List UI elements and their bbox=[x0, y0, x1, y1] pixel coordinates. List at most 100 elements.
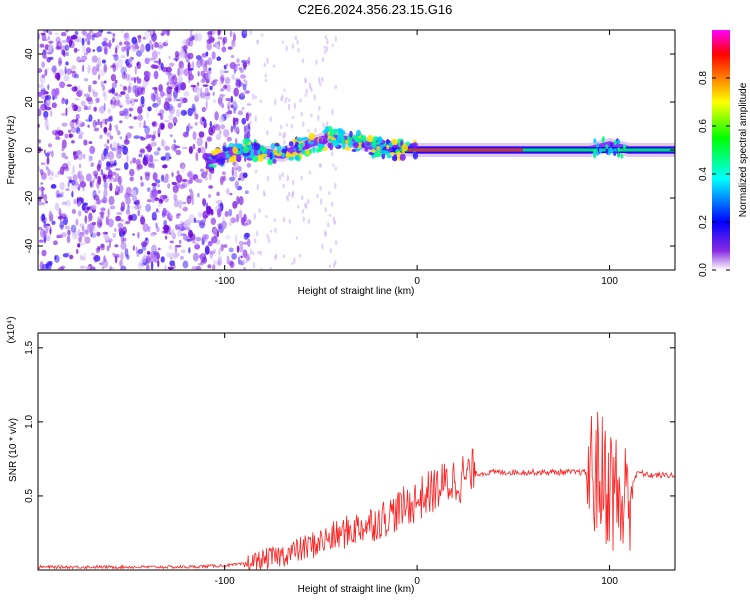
noise-speckle bbox=[209, 85, 213, 91]
noise-speckle bbox=[269, 116, 272, 123]
noise-speckle bbox=[176, 170, 180, 175]
noise-speckle bbox=[207, 57, 213, 66]
noise-speckle bbox=[300, 175, 303, 180]
noise-speckle bbox=[307, 218, 311, 225]
noise-speckle bbox=[192, 252, 199, 262]
noise-speckle bbox=[71, 209, 77, 214]
noise-speckle bbox=[152, 40, 156, 48]
noise-speckle bbox=[59, 181, 65, 191]
noise-speckle bbox=[151, 134, 156, 140]
noise-speckle bbox=[305, 88, 308, 95]
noise-speckle bbox=[45, 263, 50, 269]
noise-speckle bbox=[241, 107, 245, 111]
noise-speckle bbox=[169, 260, 176, 267]
signal-blob bbox=[315, 147, 321, 153]
noise-speckle bbox=[162, 194, 168, 200]
noise-speckle bbox=[90, 252, 95, 256]
noise-speckle bbox=[48, 31, 53, 35]
noise-speckle bbox=[331, 201, 334, 207]
noise-speckle bbox=[221, 220, 227, 230]
noise-speckle bbox=[296, 205, 300, 209]
noise-speckle bbox=[38, 83, 42, 89]
noise-speckle bbox=[198, 211, 203, 218]
noise-speckle bbox=[108, 195, 115, 206]
noise-speckle bbox=[71, 34, 78, 40]
noise-speckle bbox=[189, 177, 193, 184]
noise-speckle bbox=[237, 256, 241, 265]
signal-blob bbox=[220, 157, 226, 165]
noise-speckle bbox=[212, 91, 215, 96]
noise-speckle bbox=[204, 87, 209, 95]
noise-speckle bbox=[61, 40, 67, 44]
noise-speckle bbox=[91, 66, 98, 76]
signal-blob bbox=[251, 155, 259, 163]
noise-speckle bbox=[156, 226, 160, 233]
noise-speckle bbox=[266, 130, 269, 136]
noise-speckle bbox=[45, 234, 51, 242]
noise-speckle bbox=[156, 96, 161, 106]
signal-blob bbox=[375, 136, 379, 141]
noise-speckle bbox=[242, 61, 248, 68]
noise-speckle bbox=[194, 178, 199, 183]
noise-speckle bbox=[75, 113, 80, 120]
noise-speckle bbox=[204, 60, 207, 68]
noise-speckle bbox=[91, 34, 95, 41]
noise-speckle bbox=[151, 138, 155, 142]
noise-speckle bbox=[107, 169, 113, 179]
noise-speckle bbox=[150, 92, 156, 101]
noise-speckle bbox=[151, 32, 157, 41]
noise-speckle bbox=[253, 238, 257, 244]
noise-speckle bbox=[189, 34, 195, 41]
y-tick-label: 0 bbox=[24, 147, 35, 153]
y-tick-label: 0.5 bbox=[24, 489, 35, 503]
noise-speckle bbox=[112, 63, 116, 68]
noise-speckle bbox=[160, 91, 166, 97]
noise-speckle bbox=[130, 77, 135, 81]
noise-speckle bbox=[115, 184, 119, 192]
noise-speckle bbox=[140, 181, 144, 187]
noise-speckle bbox=[224, 211, 229, 217]
noise-speckle bbox=[140, 137, 146, 141]
noise-speckle bbox=[278, 132, 282, 137]
noise-speckle bbox=[205, 141, 208, 150]
noise-speckle bbox=[194, 32, 199, 42]
signal-blob bbox=[274, 142, 280, 147]
noise-speckle bbox=[47, 143, 53, 148]
noise-speckle bbox=[240, 91, 245, 98]
noise-speckle bbox=[214, 111, 219, 121]
noise-speckle bbox=[331, 43, 335, 47]
noise-speckle bbox=[114, 244, 119, 248]
noise-speckle bbox=[274, 98, 277, 106]
noise-speckle bbox=[115, 79, 118, 84]
noise-speckle bbox=[256, 39, 259, 45]
noise-speckle bbox=[117, 105, 124, 108]
noise-speckle bbox=[109, 143, 113, 149]
noise-speckle bbox=[89, 30, 93, 34]
noise-speckle bbox=[196, 178, 203, 184]
noise-speckle bbox=[181, 146, 188, 150]
noise-speckle bbox=[188, 36, 195, 42]
noise-speckle bbox=[321, 243, 324, 250]
noise-speckle bbox=[157, 247, 161, 251]
noise-speckle bbox=[102, 259, 109, 269]
noise-speckle bbox=[123, 32, 129, 39]
noise-speckle bbox=[119, 120, 123, 124]
noise-speckle bbox=[146, 250, 151, 255]
noise-speckle bbox=[114, 92, 118, 97]
noise-speckle bbox=[208, 185, 214, 189]
noise-speckle bbox=[120, 251, 124, 262]
signal-blob bbox=[253, 142, 261, 151]
noise-speckle bbox=[173, 143, 177, 153]
noise-speckle bbox=[55, 136, 61, 141]
noise-speckle bbox=[151, 211, 157, 221]
noise-speckle bbox=[254, 115, 257, 123]
signal-blob bbox=[312, 146, 316, 154]
signal-blob bbox=[205, 153, 213, 158]
noise-speckle bbox=[59, 81, 66, 89]
noise-speckle bbox=[188, 75, 191, 84]
noise-speckle bbox=[319, 81, 322, 87]
noise-speckle bbox=[120, 144, 126, 150]
noise-speckle bbox=[111, 171, 117, 176]
noise-speckle bbox=[41, 51, 47, 59]
noise-speckle bbox=[253, 212, 257, 220]
